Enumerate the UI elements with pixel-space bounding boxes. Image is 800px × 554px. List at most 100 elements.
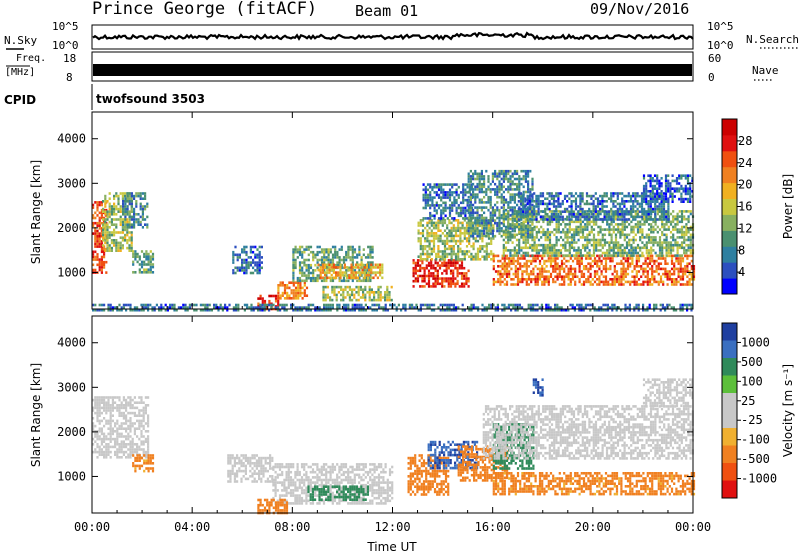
heatmap-cell bbox=[524, 217, 527, 221]
heatmap-cell bbox=[132, 250, 135, 253]
heatmap-cell bbox=[685, 223, 688, 226]
heatmap-cell bbox=[664, 192, 668, 196]
heatmap-cell bbox=[518, 230, 521, 234]
heatmap-cell bbox=[522, 169, 525, 173]
heatmap-cell bbox=[518, 190, 521, 194]
noise-trace-line bbox=[92, 31, 694, 41]
heatmap-cell bbox=[439, 237, 442, 240]
heatmap-cell bbox=[612, 215, 615, 218]
heatmap-cell bbox=[138, 255, 141, 258]
heatmap-cell bbox=[455, 201, 458, 205]
heatmap-cell bbox=[614, 246, 618, 250]
heatmap-cell bbox=[650, 241, 653, 244]
heatmap-cell bbox=[370, 276, 373, 280]
heatmap-cell bbox=[446, 255, 449, 258]
heatmap-cell bbox=[642, 177, 646, 180]
heatmap-cell bbox=[442, 201, 445, 205]
heatmap-cell bbox=[651, 195, 654, 198]
heatmap-cell bbox=[104, 200, 107, 203]
heatmap-cell bbox=[683, 217, 686, 221]
heatmap-cell bbox=[527, 278, 531, 281]
heatmap-cell bbox=[656, 243, 659, 247]
heatmap-cell bbox=[645, 251, 648, 255]
heatmap-cell bbox=[492, 224, 495, 227]
heatmap-cell bbox=[566, 238, 569, 242]
heatmap-cell bbox=[532, 272, 535, 276]
heatmap-cell bbox=[540, 230, 543, 234]
heatmap-cell bbox=[452, 219, 455, 222]
heatmap-cell bbox=[368, 296, 371, 299]
heatmap-cell bbox=[556, 265, 559, 268]
heatmap-cell bbox=[517, 200, 520, 203]
heatmap-cell bbox=[292, 303, 295, 307]
heatmap-cell bbox=[371, 250, 374, 254]
heatmap-cell bbox=[509, 236, 512, 239]
heatmap-cell bbox=[585, 278, 588, 281]
heatmap-cell bbox=[321, 271, 324, 274]
heatmap-cell bbox=[684, 272, 687, 276]
heatmap-cell bbox=[543, 262, 546, 265]
heatmap-cell bbox=[555, 207, 558, 211]
heatmap-cell bbox=[106, 223, 109, 226]
heatmap-cell bbox=[630, 243, 633, 247]
heatmap-cell bbox=[586, 225, 589, 229]
heatmap-cell bbox=[511, 198, 514, 202]
heatmap-cell bbox=[128, 223, 131, 226]
heatmap-cell bbox=[555, 213, 558, 216]
heatmap-cell bbox=[115, 223, 118, 226]
heatmap-cell bbox=[455, 198, 458, 202]
heatmap-cell bbox=[476, 219, 479, 222]
heatmap-cell bbox=[474, 185, 477, 189]
heatmap-cell bbox=[491, 229, 494, 233]
heatmap-cell bbox=[534, 275, 537, 278]
heatmap-cell bbox=[305, 276, 308, 280]
heatmap-cell bbox=[450, 229, 453, 232]
heatmap-cell bbox=[634, 218, 637, 221]
heatmap-cell bbox=[135, 192, 138, 195]
heatmap-cell bbox=[519, 215, 523, 219]
heatmap-cell bbox=[126, 200, 129, 203]
heatmap-cell bbox=[100, 216, 103, 220]
heatmap-cell bbox=[502, 172, 505, 176]
heatmap-cell bbox=[625, 213, 628, 216]
heatmap-cell bbox=[623, 249, 626, 252]
heatmap-cell bbox=[563, 197, 567, 200]
heatmap-cell bbox=[546, 205, 549, 208]
heatmap-cell bbox=[117, 210, 120, 213]
heatmap-cell bbox=[94, 201, 97, 204]
heatmap-cell bbox=[108, 246, 111, 250]
heatmap-cell bbox=[505, 283, 509, 286]
heatmap-cell bbox=[538, 275, 542, 278]
heatmap-cell bbox=[232, 256, 235, 259]
heatmap-cell bbox=[555, 223, 558, 226]
heatmap-cell bbox=[579, 220, 582, 224]
heatmap-cell bbox=[676, 228, 679, 231]
heatmap-cell bbox=[544, 212, 547, 216]
heatmap-cell bbox=[419, 252, 422, 256]
heatmap-cell bbox=[435, 226, 438, 230]
heatmap-cell bbox=[288, 294, 291, 297]
heatmap-cell bbox=[498, 208, 501, 212]
heatmap-cell bbox=[96, 224, 99, 228]
heatmap-cell bbox=[601, 194, 604, 198]
freq-strip-frame bbox=[91, 51, 694, 82]
heatmap-cell bbox=[467, 206, 470, 209]
nsearch-label: N.Search bbox=[746, 33, 799, 46]
heatmap-cell bbox=[587, 267, 590, 271]
heatmap-cell bbox=[524, 225, 527, 229]
heatmap-cell bbox=[258, 250, 261, 254]
heatmap-cell bbox=[529, 227, 532, 230]
heatmap-cell bbox=[421, 266, 424, 270]
heatmap-cell bbox=[204, 308, 207, 312]
heatmap-cell bbox=[609, 267, 612, 271]
heatmap-cell bbox=[424, 188, 427, 192]
heatmap-cell bbox=[647, 251, 651, 255]
heatmap-cell bbox=[478, 214, 481, 217]
heatmap-cell bbox=[115, 241, 118, 245]
heatmap-cell bbox=[367, 279, 370, 283]
heatmap-cell bbox=[509, 180, 512, 183]
heatmap-cell bbox=[103, 255, 106, 259]
heatmap-cell bbox=[612, 200, 615, 203]
heatmap-cell bbox=[469, 224, 472, 228]
heatmap-cell bbox=[656, 174, 659, 177]
